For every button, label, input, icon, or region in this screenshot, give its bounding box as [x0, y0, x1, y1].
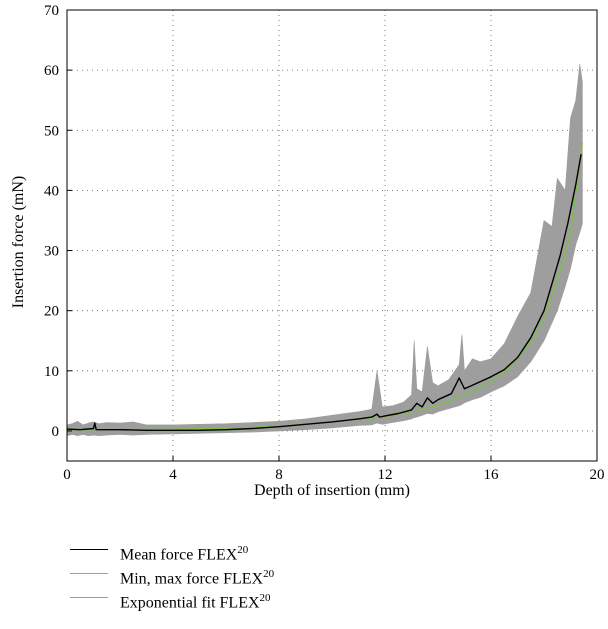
grid — [66, 9, 598, 461]
legend-sup-mean: 20 — [237, 544, 249, 556]
legend-label-mean: Mean force FLEX — [120, 546, 238, 564]
x-tick-label: 20 — [590, 467, 605, 483]
exponential-fit-line — [67, 142, 584, 431]
min-max-band-area — [66, 63, 583, 436]
legend-swatch-fit — [70, 597, 108, 598]
x-tick-label: 4 — [169, 467, 177, 483]
y-tick-label: 70 — [44, 3, 59, 19]
plot-frame — [66, 9, 598, 462]
series-lines — [66, 142, 584, 431]
legend-swatch-mean — [70, 549, 108, 550]
y-tick-label: 60 — [44, 63, 59, 79]
x-axis-label: Depth of insertion (mm) — [254, 482, 410, 499]
legend-sup-minmax: 20 — [263, 568, 275, 580]
y-tick-label: 10 — [44, 364, 59, 380]
y-tick-label: 40 — [44, 183, 59, 199]
y-axis-label: Insertion force (mN) — [10, 176, 27, 308]
y-tick-label: 20 — [44, 304, 59, 320]
x-tick-label: 8 — [275, 467, 283, 483]
axis-ticks: 0 4 8 12 16 20 0 10 20 30 40 50 60 70 — [44, 3, 605, 483]
y-tick-label: 0 — [52, 424, 60, 440]
legend-swatch-minmax — [70, 573, 108, 574]
y-tick-label: 50 — [44, 123, 59, 139]
mean-force-line — [66, 154, 582, 431]
min-max-band — [66, 63, 583, 436]
legend-label-fit: Exponential fit FLEX — [120, 594, 260, 612]
y-tick-label: 30 — [44, 244, 59, 260]
x-tick-label: 12 — [378, 467, 393, 483]
chart-area: 0 4 8 12 16 20 0 10 20 30 40 50 60 70 Depth of insert… — [10, 3, 605, 499]
legend-label-minmax: Min, max force FLEX — [120, 570, 264, 588]
x-tick-label: 0 — [63, 467, 71, 483]
legend-sup-fit: 20 — [259, 592, 271, 604]
x-tick-label: 16 — [484, 467, 500, 483]
